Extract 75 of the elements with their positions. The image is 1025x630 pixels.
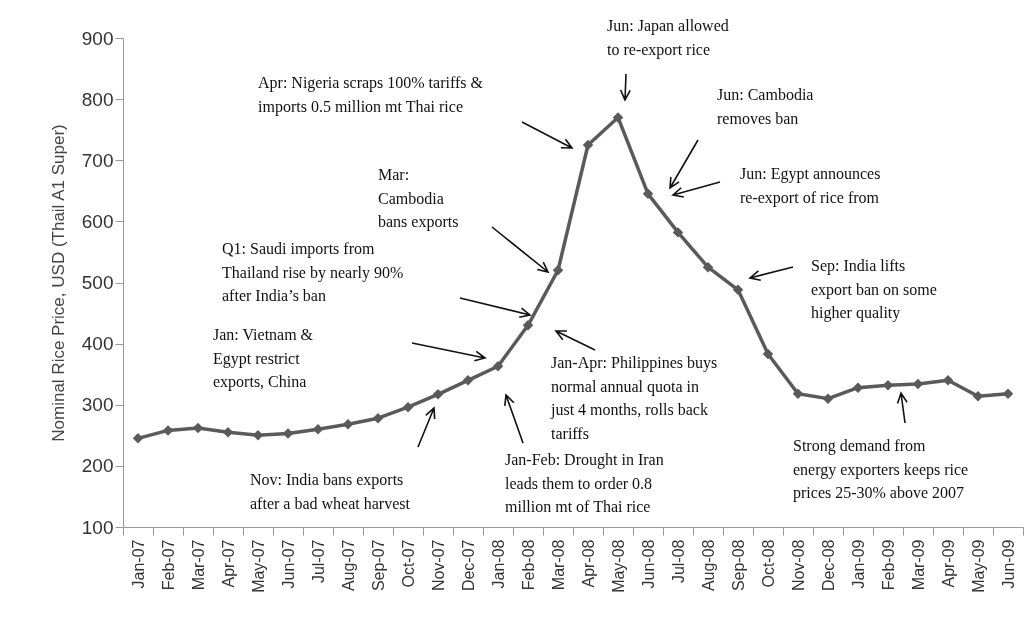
x-tick-label: Aug-08 bbox=[699, 539, 717, 592]
point bbox=[702, 261, 714, 273]
point bbox=[402, 401, 414, 413]
x-tick-label: Sep-07 bbox=[369, 539, 387, 592]
y-axis-title: Nominal Rice Price, USD (Thail A1 Super) bbox=[48, 124, 68, 442]
point bbox=[252, 430, 264, 441]
annotation: Mar: Cambodia bans exports bbox=[378, 166, 459, 231]
x-tick-label: Dec-07 bbox=[459, 539, 477, 592]
point bbox=[462, 375, 474, 386]
point bbox=[762, 348, 774, 360]
x-tick-label: Nov-08 bbox=[789, 539, 807, 592]
annotation: Jun: Egypt announces re-export of rice from bbox=[740, 165, 881, 207]
point bbox=[372, 412, 384, 424]
y-tick-label: 900 bbox=[81, 27, 114, 49]
annotation: Jun: Cambodia removes ban bbox=[717, 86, 814, 127]
x-tick-label: Jan-07 bbox=[129, 539, 147, 589]
y-tick-label: 700 bbox=[81, 149, 114, 171]
x-tick-label: Mar-08 bbox=[549, 539, 567, 591]
y-tick-label: 200 bbox=[81, 455, 114, 477]
x-tick-label: Apr-07 bbox=[219, 539, 237, 588]
point bbox=[612, 112, 624, 123]
y-tick-label: 800 bbox=[81, 88, 114, 110]
point bbox=[672, 227, 684, 238]
x-tick-label: Nov-07 bbox=[429, 539, 447, 592]
annotation: Q1: Saudi imports from Thailand rise by nearly 90% after India’s ban bbox=[222, 240, 404, 304]
x-tick-label: Jun-09 bbox=[999, 539, 1017, 589]
x-tick-label: Dec-08 bbox=[819, 539, 837, 592]
x-tick-label: Jan-08 bbox=[489, 539, 507, 589]
x-tick-label: Apr-09 bbox=[939, 539, 957, 588]
annotation: Jun: Japan allowed to re-export rice bbox=[607, 17, 729, 59]
point bbox=[822, 393, 834, 404]
x-tick-label: Apr-08 bbox=[579, 539, 597, 588]
annotation: Nov: India bans exports after a bad wheat harvest bbox=[250, 471, 411, 512]
x-tick-label: Mar-07 bbox=[189, 539, 207, 591]
annotation: Apr: Nigeria scraps 100% tariffs & imports 0.5 million mt Thai rice bbox=[258, 74, 484, 116]
x-tick-label: May-08 bbox=[609, 539, 627, 593]
y-tick-label: 500 bbox=[81, 272, 114, 293]
point bbox=[732, 284, 744, 296]
x-tick-label: Feb-09 bbox=[879, 539, 897, 591]
point bbox=[312, 423, 324, 435]
x-tick-label: Sep-08 bbox=[729, 539, 747, 592]
point bbox=[1002, 388, 1014, 399]
x-tick-label: May-09 bbox=[969, 539, 987, 593]
y-tick-label: 400 bbox=[81, 333, 114, 355]
x-tick-label: Feb-08 bbox=[519, 539, 537, 591]
annotation: Jan: Vietnam & Egypt restrict exports, China bbox=[213, 326, 314, 391]
x-tick-label: Jul-08 bbox=[669, 539, 687, 584]
point bbox=[972, 390, 984, 402]
y-tick-label: 100 bbox=[81, 516, 114, 538]
y-tick-label: 600 bbox=[81, 210, 114, 232]
point bbox=[132, 433, 144, 444]
point bbox=[522, 320, 534, 331]
x-tick-label: Oct-08 bbox=[759, 539, 777, 588]
x-tick-label: Jun-08 bbox=[639, 539, 657, 589]
point bbox=[342, 419, 354, 430]
y-tick-label: 300 bbox=[81, 394, 114, 416]
annotation: Jan-Feb: Drought in Iran leads them to order 0.8 million mt of Thai rice bbox=[505, 451, 664, 515]
point bbox=[162, 425, 174, 436]
x-tick-label: Aug-07 bbox=[339, 539, 357, 592]
x-tick-label: Jan-09 bbox=[849, 539, 867, 589]
annotation: Sep: India lifts export ban on some higher quality bbox=[811, 257, 937, 322]
x-tick-label: Jul-07 bbox=[309, 539, 327, 584]
x-tick-label: Oct-07 bbox=[399, 539, 417, 588]
point bbox=[642, 188, 654, 200]
point bbox=[552, 265, 564, 276]
point bbox=[432, 389, 444, 400]
point bbox=[582, 139, 594, 151]
annotation: Jan-Apr: Philippines buys normal annual quota in just 4 months, rolls back tariffs bbox=[550, 354, 718, 442]
x-tick-label: Mar-09 bbox=[909, 539, 927, 591]
x-tick-label: Jun-07 bbox=[279, 539, 297, 589]
point bbox=[492, 361, 504, 372]
x-tick-label: May-07 bbox=[249, 539, 267, 593]
x-tick-label: Feb-07 bbox=[159, 539, 177, 591]
annotation: Strong demand from energy exporters keeps rice prices 25-30% above 2007 bbox=[793, 437, 969, 502]
point bbox=[792, 388, 804, 399]
